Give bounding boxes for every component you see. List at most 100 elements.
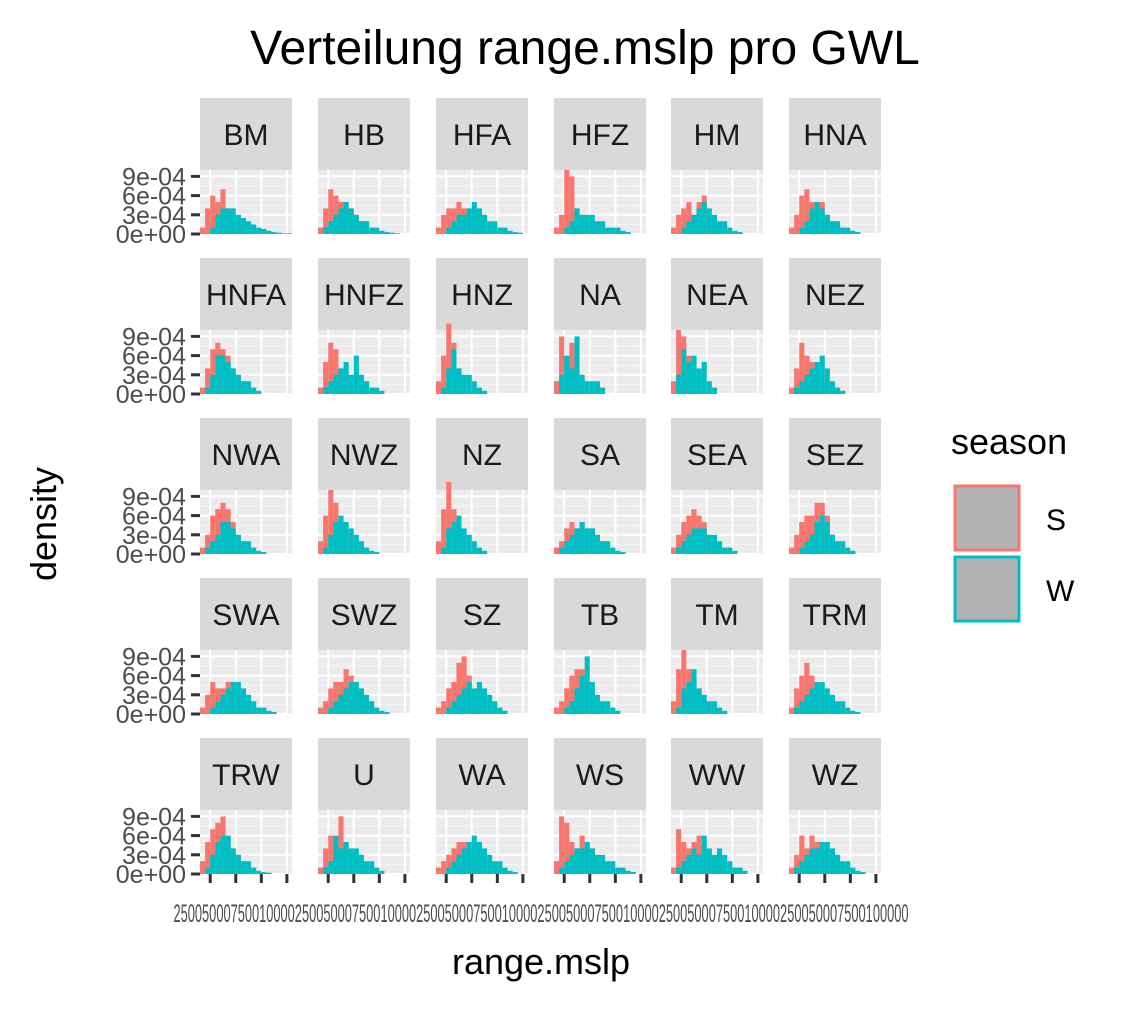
bar-s	[318, 707, 324, 714]
bar-w	[574, 848, 580, 874]
bar-w	[358, 854, 364, 874]
bar-w	[235, 374, 241, 394]
bar-w	[706, 701, 712, 714]
bar-w	[461, 374, 467, 394]
bar-w	[476, 682, 482, 714]
facet-label: TRM	[803, 599, 868, 632]
bar-w	[809, 208, 815, 234]
bar-s	[676, 669, 682, 714]
bar-w	[717, 707, 723, 714]
bar-w	[348, 208, 354, 234]
bar-s	[569, 176, 575, 234]
bar-s	[676, 214, 682, 234]
bar-w	[343, 202, 349, 234]
bar-s	[328, 342, 334, 394]
bar-w	[497, 861, 503, 874]
bar-w	[574, 688, 580, 714]
facet-strip	[436, 98, 528, 170]
bar-w	[384, 232, 390, 234]
panel-sea: SEA	[671, 418, 763, 555]
y-tick-label: 3e-04	[122, 522, 186, 550]
bar-w	[799, 547, 805, 554]
bar-w	[487, 854, 493, 874]
bar-w	[476, 842, 482, 874]
bar-w	[261, 707, 267, 714]
bar-s	[446, 208, 452, 234]
bar-s	[338, 816, 344, 874]
bar-w	[799, 227, 805, 234]
bar-w	[835, 541, 841, 554]
bar-w	[364, 861, 370, 874]
bar-w	[605, 541, 611, 554]
bar-w	[246, 694, 252, 714]
bar-w	[804, 221, 810, 234]
bar-w	[594, 221, 600, 234]
bar-w	[379, 870, 385, 874]
bar-w	[850, 710, 856, 714]
panel-wa: WA	[436, 738, 528, 883]
bar-w	[466, 842, 472, 874]
bar-w	[600, 387, 606, 394]
bar-w	[338, 694, 344, 714]
bar-w	[845, 707, 851, 714]
bar-s	[681, 522, 687, 554]
bar-w	[266, 710, 272, 714]
bar-s	[554, 227, 560, 234]
bar-w	[605, 227, 611, 234]
bar-w	[323, 387, 329, 394]
bar-w	[240, 861, 246, 874]
bar-w	[620, 867, 626, 874]
bar-w	[210, 854, 216, 874]
bar-s	[676, 534, 682, 554]
bar-w	[711, 701, 717, 714]
bar-s	[205, 208, 211, 234]
bar-s	[436, 227, 442, 234]
bar-w	[210, 227, 216, 234]
facet-label: WZ	[812, 759, 859, 792]
bar-w	[569, 534, 575, 554]
bar-s	[441, 861, 447, 874]
bar-w	[706, 848, 712, 874]
bar-w	[584, 214, 590, 234]
bar-w	[620, 230, 626, 234]
bar-w	[333, 835, 339, 874]
bar-w	[717, 221, 723, 234]
bar-w	[215, 842, 221, 874]
y-tick-label: 3e-04	[122, 842, 186, 870]
facet-label: SEZ	[806, 439, 864, 472]
bar-w	[824, 368, 830, 394]
bar-w	[564, 355, 570, 394]
facet-strip	[318, 738, 410, 810]
bar-w	[717, 541, 723, 554]
bar-w	[814, 848, 820, 874]
bar-w	[615, 710, 621, 714]
bar-w	[517, 232, 523, 234]
bar-w	[824, 214, 830, 234]
facet-label: HNZ	[451, 279, 513, 312]
bar-s	[799, 195, 805, 234]
bar-w	[625, 870, 631, 874]
facet-strip	[200, 738, 292, 810]
bar-w	[686, 682, 692, 714]
bar-w	[358, 541, 364, 554]
bar-w	[482, 390, 488, 394]
bar-s	[318, 541, 324, 554]
bar-s	[794, 854, 800, 874]
bar-w	[507, 230, 513, 234]
y-tick-label: 9e-04	[122, 803, 186, 831]
bar-w	[799, 381, 805, 394]
bar-w	[497, 707, 503, 714]
bar-w	[814, 202, 820, 234]
facet-label: NWZ	[330, 439, 398, 472]
facet-label: TRW	[212, 759, 280, 792]
bar-w	[286, 233, 292, 234]
bar-w	[328, 707, 334, 714]
bar-s	[200, 547, 206, 554]
bar-s	[323, 848, 329, 874]
bar-s	[323, 362, 329, 394]
panel-hna: HNA	[789, 98, 881, 235]
